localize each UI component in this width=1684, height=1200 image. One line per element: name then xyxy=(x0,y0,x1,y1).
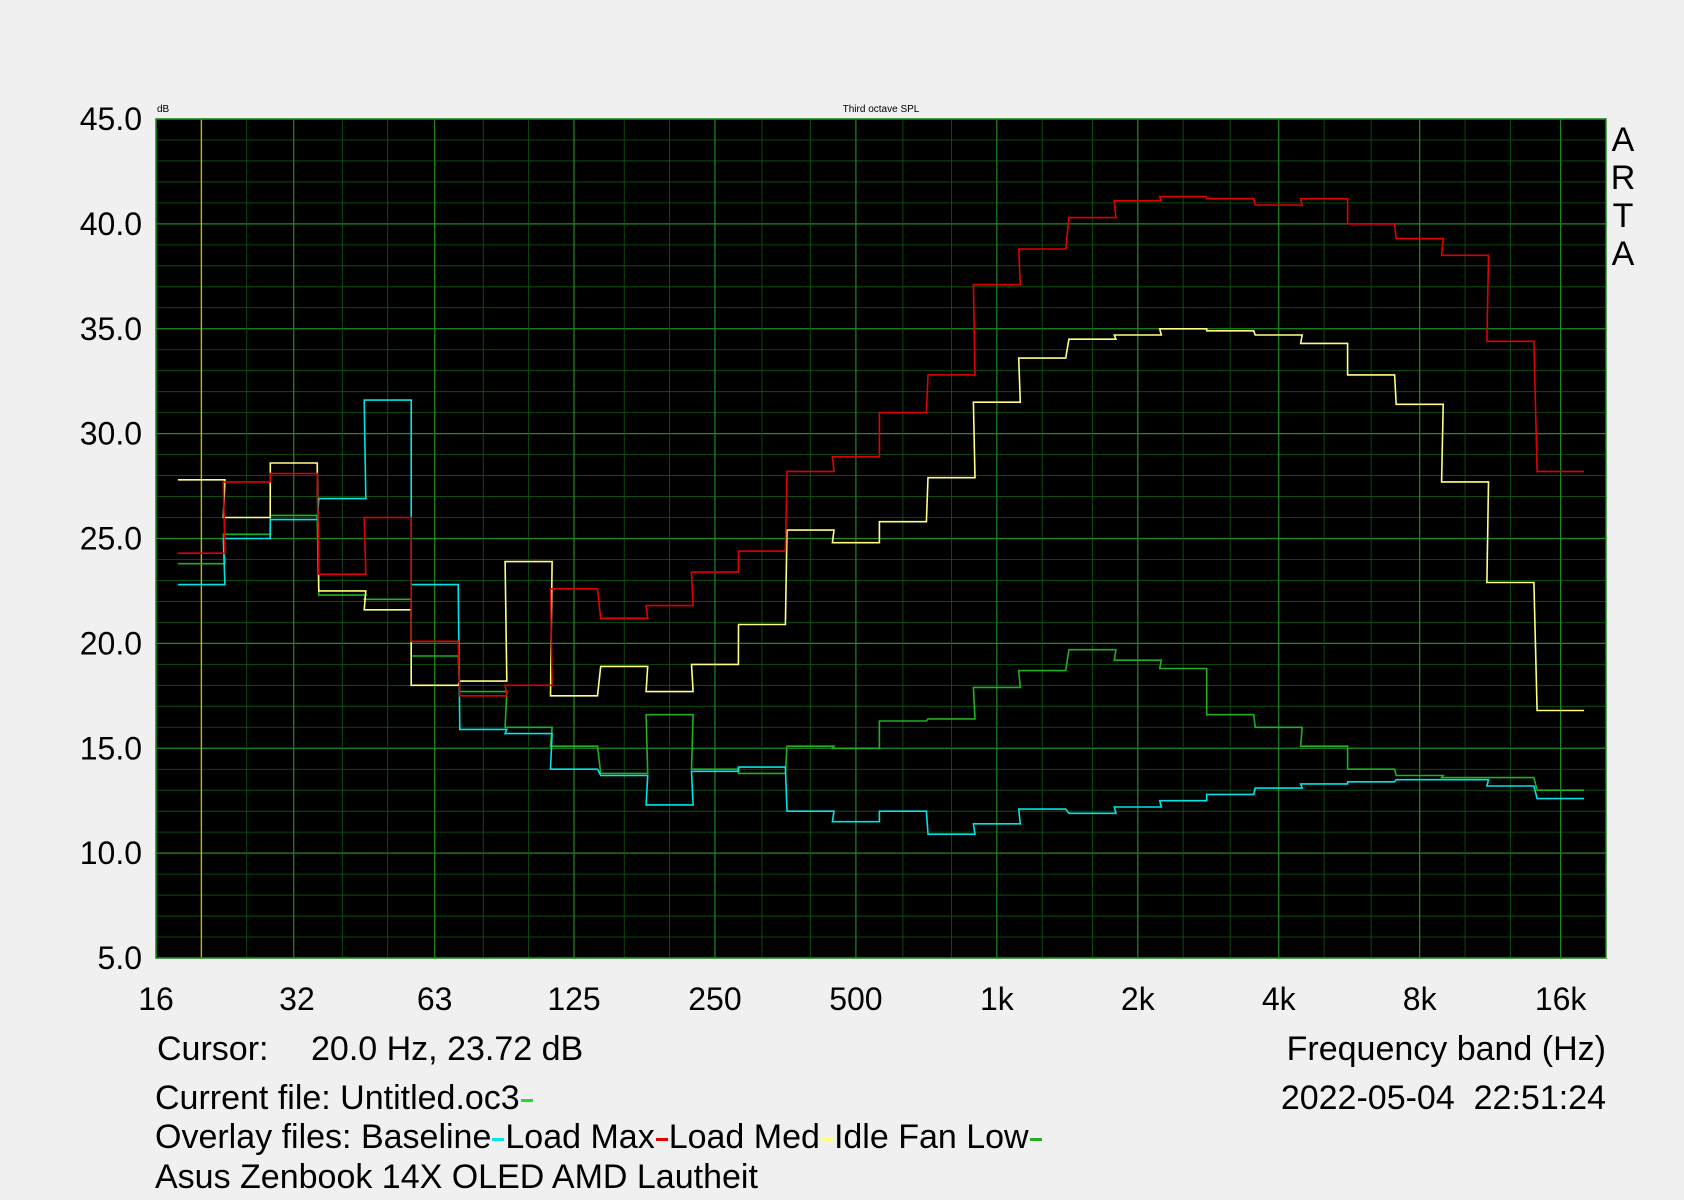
brand-letter: A xyxy=(1612,235,1635,273)
grid xyxy=(155,118,1607,959)
cursor-value: 20.0 Hz, 23.72 dB xyxy=(311,1030,584,1068)
chart-title: Third octave SPL xyxy=(843,104,920,115)
y-tick-label: 20.0 xyxy=(80,625,142,661)
x-tick-label: 500 xyxy=(829,981,882,1017)
x-tick-label: 125 xyxy=(547,981,600,1017)
overlay-file-name: Load Max xyxy=(505,1118,655,1156)
brand-letter: A xyxy=(1612,121,1635,159)
overlay-file-name: Idle Fan Low xyxy=(833,1118,1029,1156)
current-file-label: Current file: Untitled.oc3 xyxy=(155,1079,520,1117)
y-tick-label: 35.0 xyxy=(80,311,142,347)
x-tick-labels: 16 32 63 125 250 500 1k 2k 4k 8k 16k xyxy=(138,981,1587,1017)
current-file-line: Current file: Untitled.oc3 xyxy=(155,1081,534,1115)
overlay-file-name: Load Med xyxy=(668,1118,820,1156)
x-tick-label: 1k xyxy=(980,981,1015,1017)
y-tick-label: 10.0 xyxy=(80,835,142,871)
y-tick-labels: 45.0 40.0 35.0 30.0 25.0 20.0 15.0 10.0 5.0 xyxy=(80,101,142,976)
series-line-load-med xyxy=(177,328,1585,712)
overlay-color-swatch xyxy=(1029,1137,1042,1141)
overlay-color-swatch xyxy=(820,1137,833,1141)
description: Asus Zenbook 14X OLED AMD Lautheit xyxy=(155,1158,758,1196)
timestamp: 2022-05-04 22:51:24 xyxy=(1280,1079,1606,1117)
brand-letter: T xyxy=(1613,197,1634,235)
overlay-file-name: Baseline xyxy=(360,1118,492,1156)
x-tick-label: 4k xyxy=(1262,981,1297,1017)
overlay-color-swatch xyxy=(655,1137,668,1141)
x-tick-label: 8k xyxy=(1403,981,1438,1017)
overlay-files-label: Overlay files: xyxy=(155,1118,361,1156)
y-tick-label: 40.0 xyxy=(80,206,142,242)
current-file-swatch xyxy=(520,1098,533,1102)
x-tick-label: 16k xyxy=(1535,981,1588,1017)
overlay-list: Baseline Load Max Load Med Idle Fan Low xyxy=(361,1118,1043,1156)
series-group xyxy=(177,195,1585,835)
y-unit-label: dB xyxy=(157,104,170,115)
y-tick-label: 25.0 xyxy=(80,521,142,557)
x-tick-label: 16 xyxy=(138,981,174,1017)
x-tick-label: 2k xyxy=(1121,981,1156,1017)
overlay-color-swatch xyxy=(492,1137,505,1141)
x-tick-label: 63 xyxy=(417,981,453,1017)
y-tick-label: 5.0 xyxy=(98,940,142,976)
x-axis-label: Frequency band (Hz) xyxy=(1286,1030,1606,1068)
series-line-load-max xyxy=(177,195,1585,697)
plot-border xyxy=(155,118,1607,959)
brand-letter: R xyxy=(1611,159,1636,197)
y-tick-label: 30.0 xyxy=(80,416,142,452)
overlay-files-line: Overlay files: Baseline Load Max Load Med I… xyxy=(155,1120,1043,1154)
x-tick-label: 32 xyxy=(279,981,315,1017)
y-tick-label: 15.0 xyxy=(80,730,142,766)
x-tick-label: 250 xyxy=(688,981,741,1017)
cursor-label: Cursor: xyxy=(157,1030,269,1068)
y-tick-label: 45.0 xyxy=(80,101,142,137)
